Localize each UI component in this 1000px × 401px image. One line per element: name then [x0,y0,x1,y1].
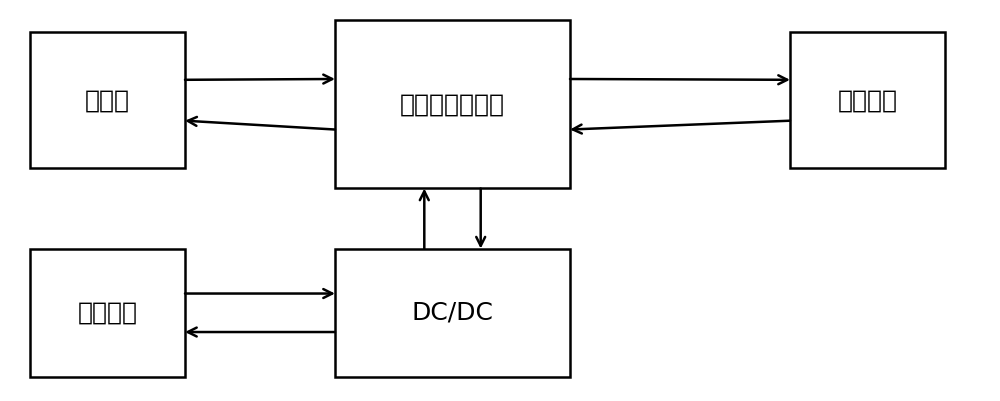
Bar [30,32,185,168]
Text: 驱动系统: 驱动系统 [838,88,898,112]
Bar [30,249,185,377]
Text: 能量管理控制器: 能量管理控制器 [400,92,505,116]
Bar [335,20,570,188]
Bar [335,249,570,377]
Text: 蓄电池: 蓄电池 [85,88,130,112]
Text: 超级电容: 超级电容 [78,301,138,325]
Bar [790,32,945,168]
Text: DC/DC: DC/DC [412,301,493,325]
